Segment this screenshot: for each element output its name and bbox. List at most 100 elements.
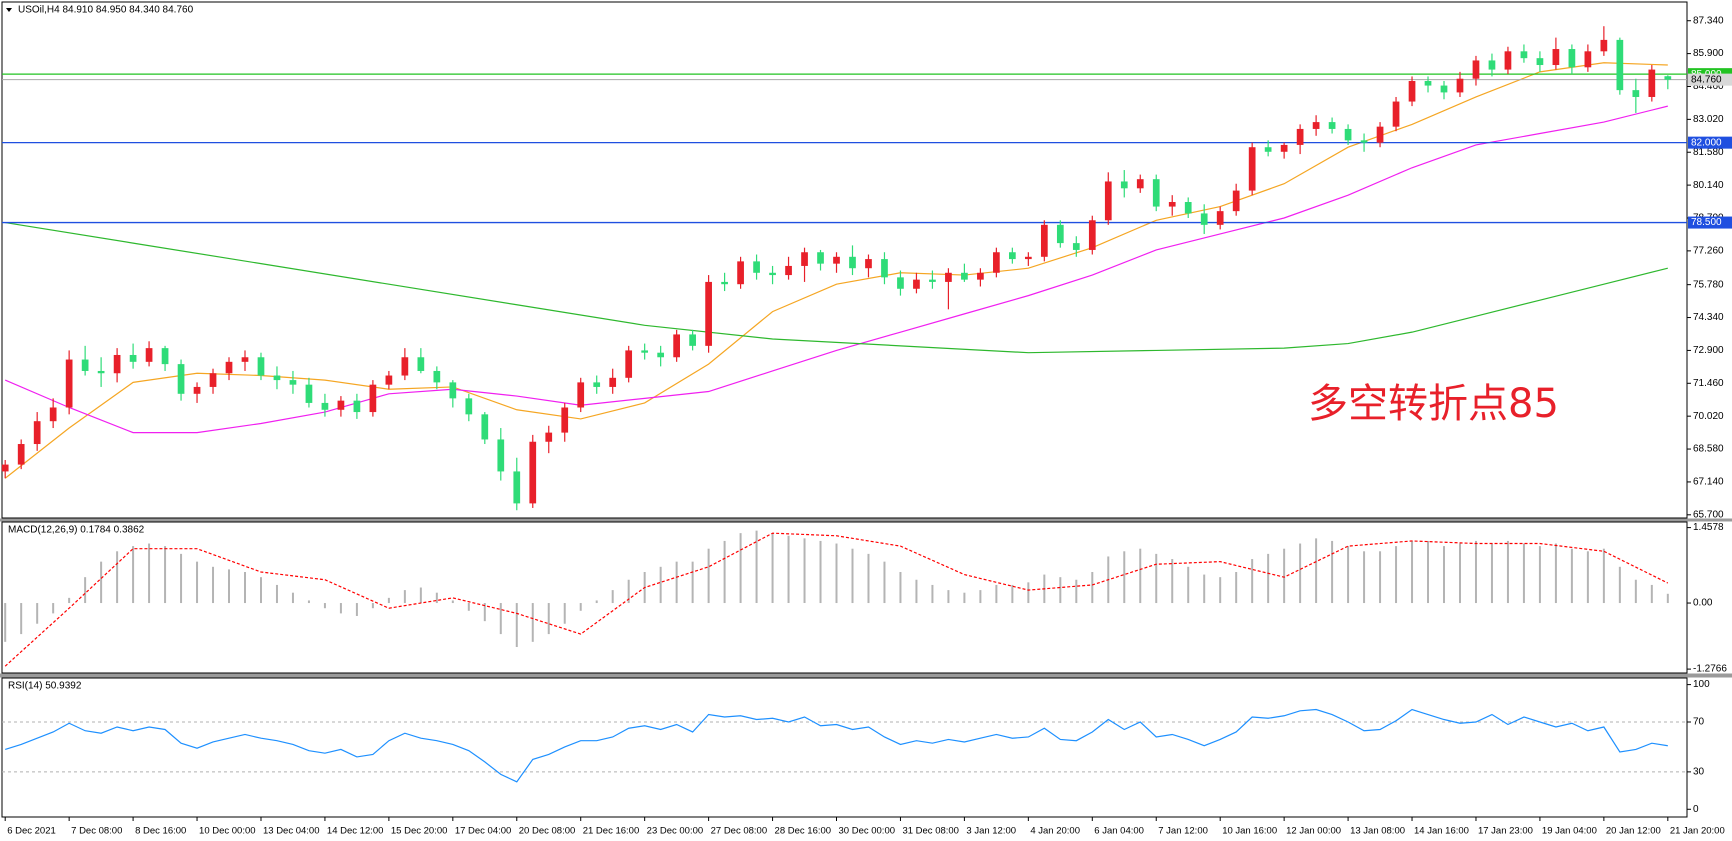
x-tick-label: 10 Dec 00:00 bbox=[199, 826, 256, 837]
signal-line bbox=[4, 532, 1669, 667]
x-tick-label: 13 Dec 04:00 bbox=[263, 826, 320, 837]
y-tick-label: 70.020 bbox=[1693, 411, 1724, 422]
candle-body bbox=[1216, 211, 1224, 225]
candle-body bbox=[849, 256, 856, 269]
candle-body bbox=[1456, 78, 1464, 93]
candle-body bbox=[1392, 101, 1400, 127]
candle-body bbox=[1120, 181, 1128, 189]
x-tick-label: 21 Jan 20:00 bbox=[1670, 826, 1725, 837]
candle-body bbox=[1024, 256, 1032, 260]
candle-body bbox=[81, 359, 89, 371]
candle-body bbox=[1168, 202, 1176, 207]
panel-frame bbox=[1, 521, 1688, 674]
candle-body bbox=[513, 471, 521, 504]
x-tick-label: 31 Dec 08:00 bbox=[902, 826, 959, 837]
x-tick-label: 10 Jan 16:00 bbox=[1222, 826, 1277, 837]
rsi-line bbox=[5, 708, 1668, 783]
candle-body bbox=[433, 370, 441, 383]
moving-average bbox=[4, 105, 1668, 434]
candle-body bbox=[625, 350, 633, 378]
candle-body bbox=[1184, 202, 1192, 214]
candle-body bbox=[65, 359, 73, 408]
candle-body bbox=[1072, 243, 1080, 250]
x-tick-label: 20 Dec 08:00 bbox=[519, 826, 576, 837]
candle-body bbox=[881, 259, 888, 278]
x-tick-label: 3 Jan 12:00 bbox=[966, 826, 1016, 837]
candle-body bbox=[273, 375, 281, 381]
candle-body bbox=[945, 272, 952, 282]
candle-body bbox=[321, 402, 329, 410]
y-tick-label: -1.2766 bbox=[1693, 664, 1727, 675]
candle-body bbox=[865, 259, 872, 269]
x-tick-label: 13 Jan 08:00 bbox=[1350, 826, 1405, 837]
candle-body bbox=[1536, 58, 1544, 66]
x-tick-label: 21 Dec 16:00 bbox=[583, 826, 640, 837]
candle-body bbox=[129, 354, 137, 362]
panel-frame bbox=[1, 677, 1688, 818]
x-tick-label: 14 Dec 12:00 bbox=[327, 826, 384, 837]
candle-body bbox=[1, 464, 9, 472]
candle-body bbox=[1360, 140, 1368, 143]
candle-body bbox=[673, 334, 680, 358]
candle-body bbox=[369, 384, 377, 413]
y-tick-label: 72.900 bbox=[1693, 345, 1724, 356]
panel-separator bbox=[0, 518, 1732, 522]
y-tick-label: 85.900 bbox=[1693, 48, 1724, 59]
candle-body bbox=[1264, 147, 1272, 152]
candle-body bbox=[1504, 51, 1512, 70]
candle-body bbox=[257, 357, 265, 376]
candle-body bbox=[449, 382, 457, 399]
candle-body bbox=[801, 252, 808, 266]
candle-body bbox=[1328, 122, 1336, 129]
candle-body bbox=[225, 361, 233, 374]
y-tick-label: 0.00 bbox=[1693, 598, 1713, 609]
y-tick-label: 68.580 bbox=[1693, 444, 1724, 455]
level-label: 78.500 bbox=[1691, 217, 1722, 228]
x-tick-label: 30 Dec 00:00 bbox=[839, 826, 896, 837]
candle-body bbox=[1009, 252, 1016, 260]
x-tick-label: 14 Jan 16:00 bbox=[1414, 826, 1469, 837]
candle-body bbox=[33, 421, 41, 445]
candle-body bbox=[721, 281, 728, 285]
candle-body bbox=[1376, 126, 1384, 143]
y-tick-label: 30 bbox=[1693, 767, 1705, 778]
candle-body bbox=[817, 252, 824, 264]
candle-body bbox=[193, 386, 201, 394]
y-tick-label: 74.340 bbox=[1693, 312, 1724, 323]
x-tick-label: 6 Dec 2021 bbox=[7, 826, 56, 837]
x-tick-label: 7 Jan 12:00 bbox=[1158, 826, 1208, 837]
candle-body bbox=[1296, 128, 1304, 145]
moving-average bbox=[4, 62, 1668, 479]
level-label: 82.000 bbox=[1691, 137, 1722, 148]
candle-body bbox=[1408, 80, 1416, 102]
candle-body bbox=[1632, 90, 1640, 97]
level-label-bg bbox=[1688, 216, 1732, 229]
x-tick-label: 19 Jan 04:00 bbox=[1542, 826, 1597, 837]
candle-body bbox=[1424, 80, 1432, 86]
candle-body bbox=[113, 354, 121, 374]
candle-body bbox=[833, 256, 840, 264]
candle-body bbox=[305, 384, 313, 403]
y-tick-label: 71.460 bbox=[1693, 378, 1724, 389]
candle-body bbox=[1200, 213, 1208, 225]
candle-body bbox=[1312, 122, 1320, 129]
candle-body bbox=[1568, 49, 1576, 68]
last-price-bg bbox=[1688, 73, 1732, 86]
candle-body bbox=[337, 400, 345, 410]
x-tick-label: 4 Jan 20:00 bbox=[1030, 826, 1080, 837]
candle-body bbox=[705, 281, 712, 346]
y-tick-label: 87.340 bbox=[1693, 15, 1724, 26]
panel-frame bbox=[1, 1, 1688, 519]
candle-body bbox=[1056, 224, 1064, 244]
candle-body bbox=[145, 348, 153, 362]
candle-body bbox=[1040, 224, 1048, 257]
candle-body bbox=[49, 407, 57, 422]
candle-body bbox=[353, 400, 361, 413]
candle-body bbox=[929, 279, 936, 282]
candle-body bbox=[1440, 85, 1448, 93]
y-tick-label: 100 bbox=[1693, 679, 1710, 690]
y-tick-label: 0 bbox=[1693, 804, 1699, 815]
y-tick-label: 1.4578 bbox=[1693, 522, 1724, 533]
